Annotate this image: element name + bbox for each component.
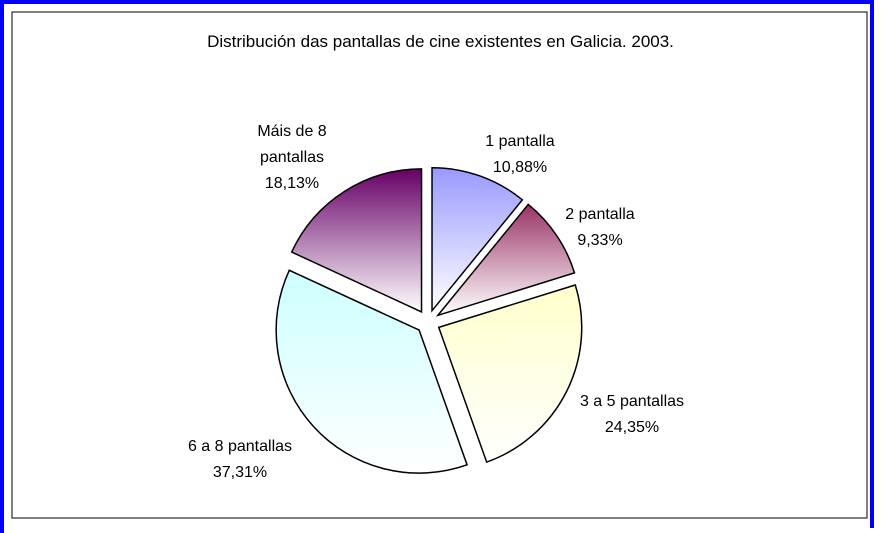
slice-value: 24,35% (604, 419, 660, 436)
chart-title: Distribución das pantallas de cine exist… (207, 32, 674, 51)
pie-slice (275, 269, 469, 474)
pie-slice (437, 284, 583, 464)
slice-name: 1 pantalla (485, 133, 555, 150)
slice-value: 37,31% (212, 464, 268, 481)
pie-slice (290, 168, 423, 314)
slice-name: Máis de 8 pantallas (257, 123, 327, 166)
slice-value: 9,33% (577, 232, 623, 249)
slice-label: 6 a 8 pantallas 37,31% (160, 434, 320, 486)
slice-label: 2 pantalla 9,33% (530, 202, 670, 254)
plot-border (11, 11, 868, 519)
slice-label: 3 a 5 pantallas 24,35% (552, 389, 712, 441)
pie-slice (435, 203, 576, 317)
pie-slice (431, 166, 524, 313)
slice-value: 18,13% (264, 175, 320, 192)
slice-name: 6 a 8 pantallas (187, 438, 293, 455)
slice-name: 2 pantalla (565, 206, 635, 223)
pie (275, 166, 583, 474)
slice-value: 10,88% (492, 159, 548, 176)
slice-label: Máis de 8 pantallas 18,13% (245, 119, 340, 197)
slice-label: 1 pantalla 10,88% (450, 129, 590, 181)
slice-name: 3 a 5 pantallas (579, 393, 685, 410)
